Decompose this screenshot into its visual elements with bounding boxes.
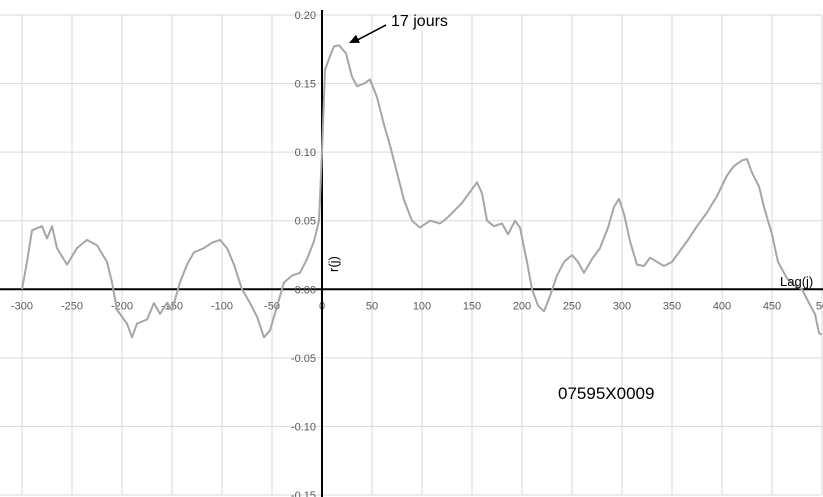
x-tick-label: 200 [513,300,531,312]
y-tick-label: 0.15 [295,79,316,91]
series-layer [21,44,823,339]
grid [0,14,823,496]
y-tick-label: -0.05 [291,353,316,365]
y-tick-label: -0.10 [291,421,316,433]
x-tick-label: 150 [463,300,481,312]
annotation: 17 jours [349,13,448,44]
x-tick-label: 50 [816,300,823,312]
x-tick-label: 450 [763,300,781,312]
series-line [21,44,823,339]
x-tick-label: -100 [211,300,233,312]
x-tick-label: -300 [11,300,33,312]
x-tick-label: 250 [563,300,581,312]
y-tick-label: 0.10 [295,147,316,159]
x-axis: -300-250-200-150-100-5005010015020025030… [0,288,823,312]
y-axis: -0.15 -0.10 -0.05 0.00 0.05 0.10 0.15 0.20 [291,10,323,497]
y-tick-label: 0.20 [295,10,316,22]
x-tick-label: 350 [663,300,681,312]
x-tick-label: 400 [713,300,731,312]
x-axis-title: Lag(j) [780,274,813,289]
annotation-arrowhead [349,34,360,44]
x-tick-label: 50 [366,300,378,312]
annotation-text: 17 jours [391,13,448,30]
station-label: 07595X0009 [558,384,654,403]
y-tick-label: 0.05 [295,216,316,228]
y-tick-label: -0.15 [291,490,316,497]
x-tick-label: -250 [61,300,83,312]
x-tick-label: 100 [413,300,431,312]
x-tick-label: 300 [613,300,631,312]
y-tick-label: 0.00 [295,284,316,296]
x-tick-label: -200 [111,300,133,312]
y-axis-title: r(j) [326,256,341,272]
annotation-arrow [356,24,387,41]
